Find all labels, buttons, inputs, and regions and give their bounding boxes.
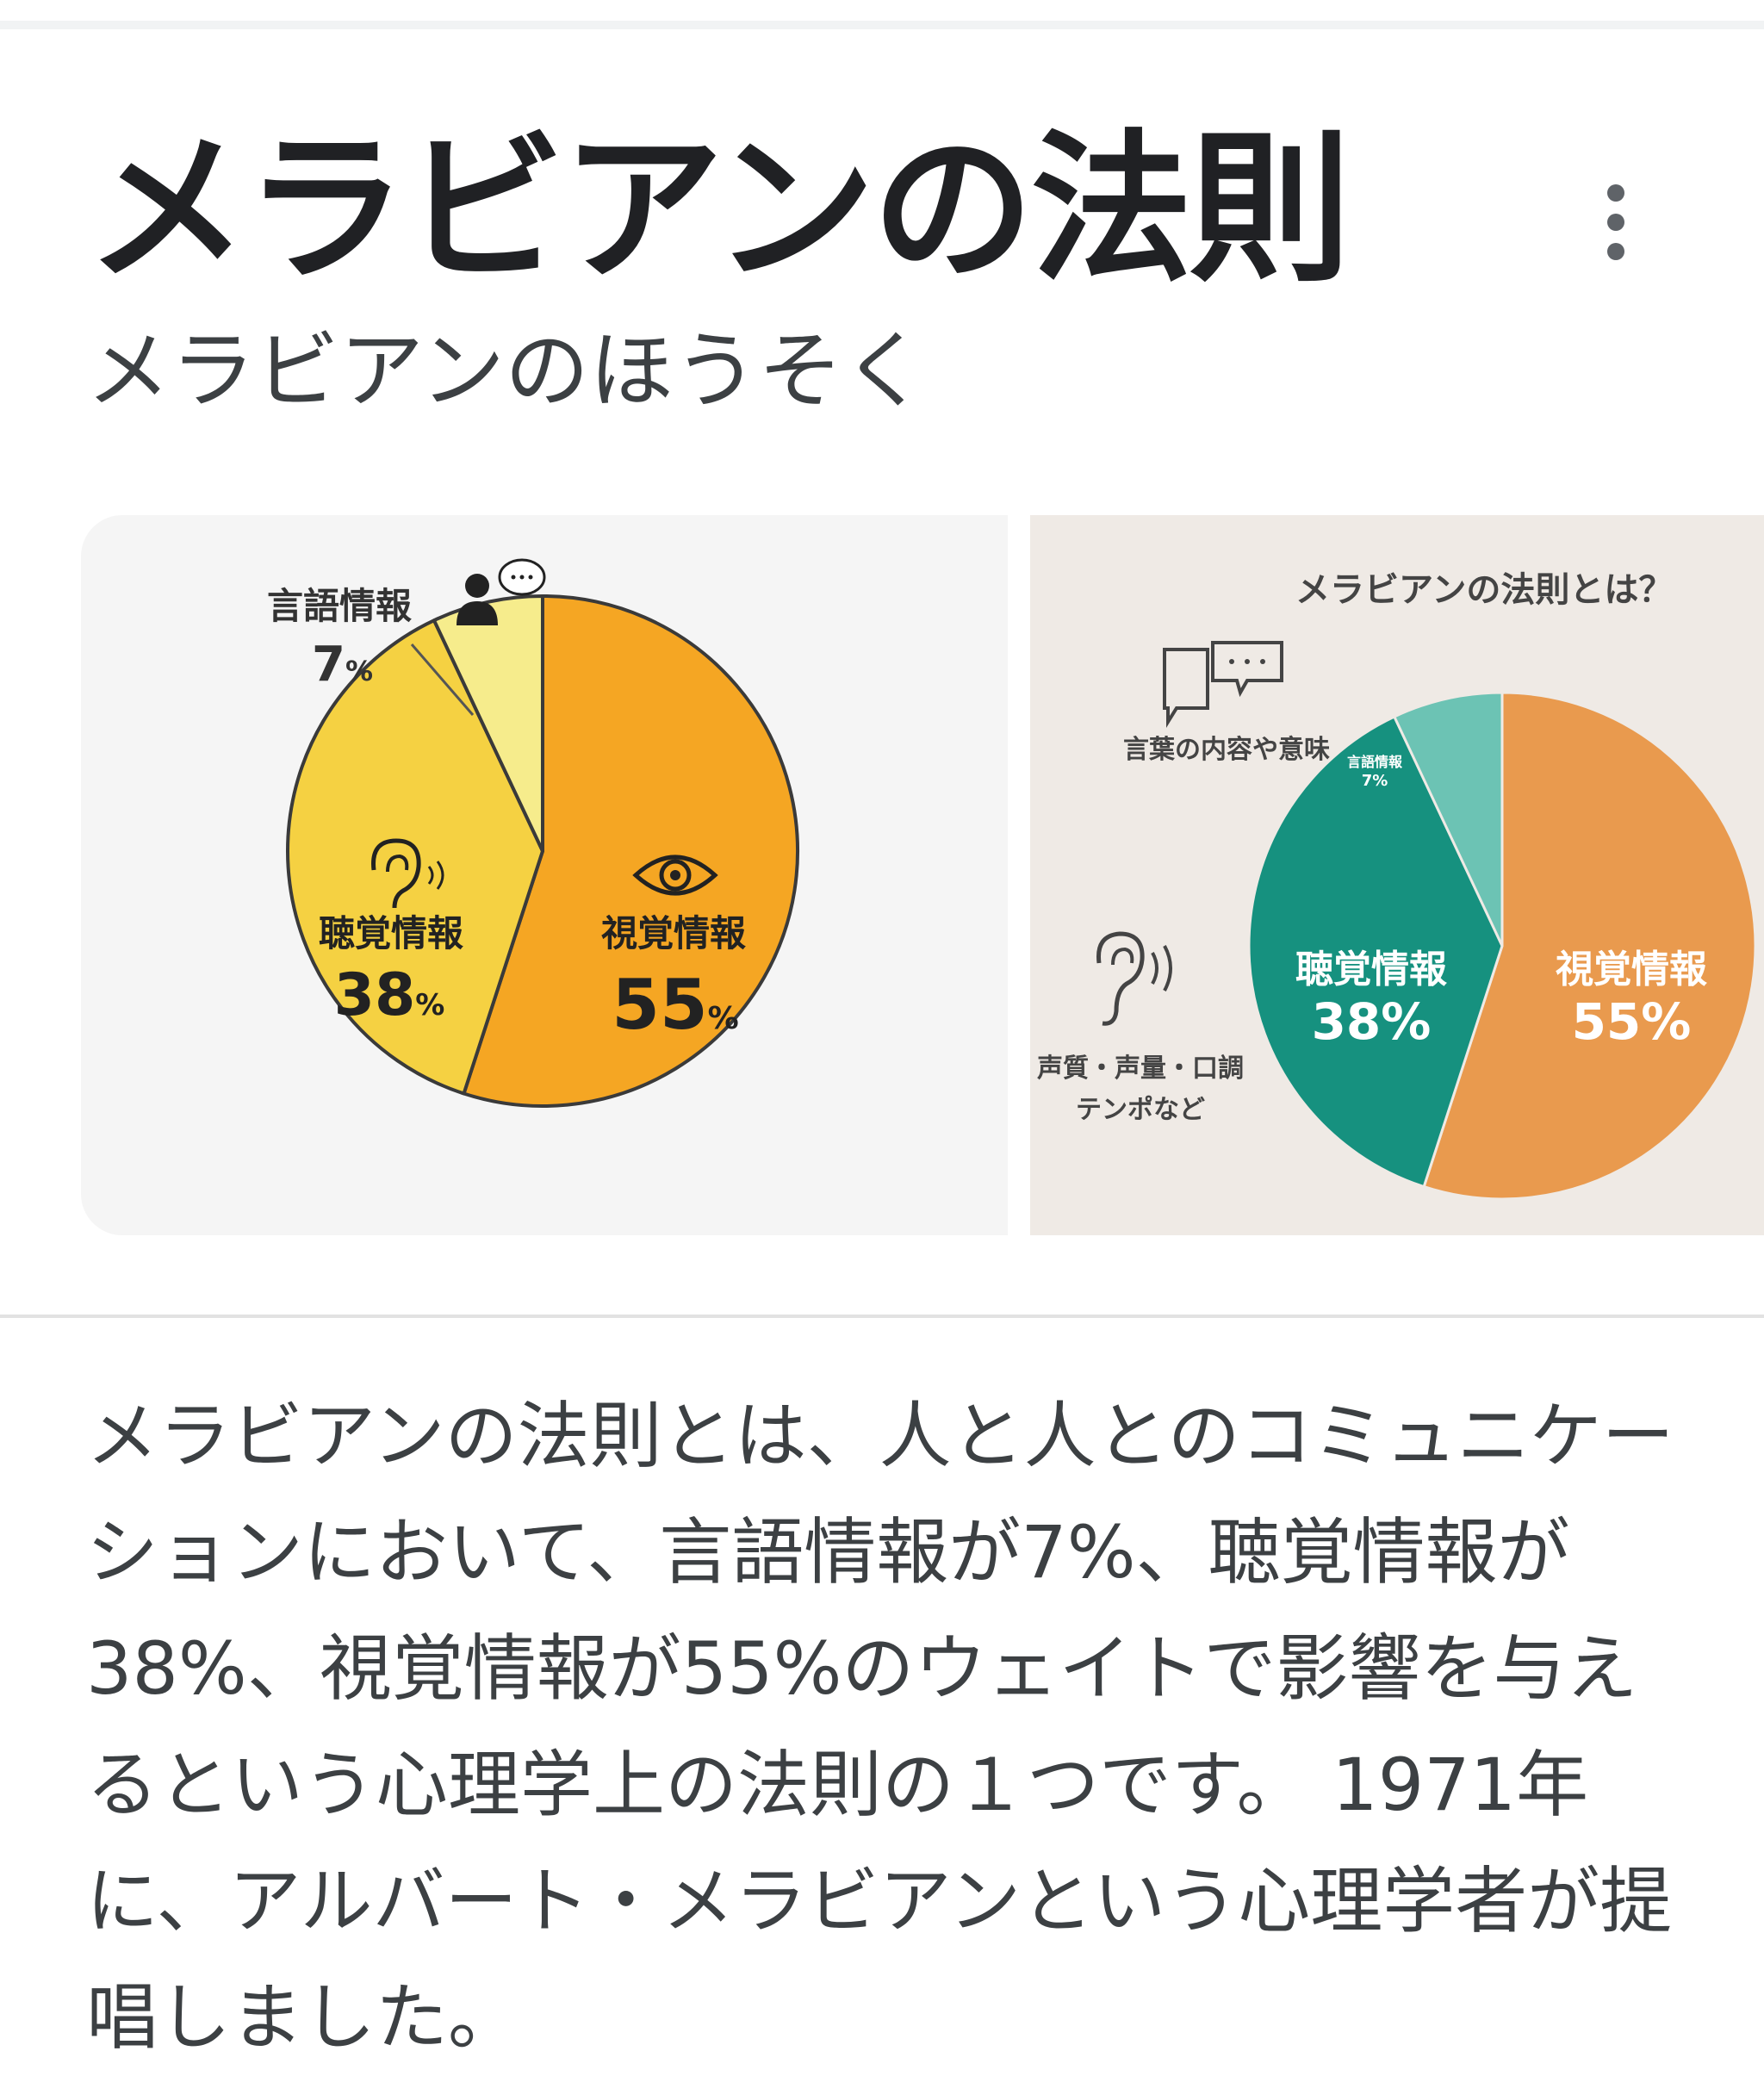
- pie-slice-visual-2: [1422, 691, 1757, 1201]
- pie-chart-1: 言語情報 7% 聴覚情報 38% 視覚情報 55%: [267, 558, 799, 1108]
- slice-label-verbal-2: 言語情報: [1347, 754, 1403, 770]
- slice-value-audio-2: 38%: [1312, 992, 1432, 1051]
- slice-value-visual: 55: [612, 965, 707, 1045]
- description-text: メラビアンの法則とは、人と人とのコミュニケーションにおいて、言語情報が7%、聴覚…: [86, 1394, 1674, 2060]
- audio-note-1: 声質・声量・口調: [1037, 1054, 1244, 1084]
- top-divider: [0, 21, 1764, 29]
- pie-chart-2: メラビアンの法則とは？ 言葉の内容や意味 声質・声量・口調 テンポなど 言語情報…: [1037, 570, 1757, 1201]
- slice-label-visual: 視覚情報: [601, 912, 746, 954]
- ear-icon: [371, 838, 444, 909]
- chart-2-title: メラビアンの法則とは？: [1295, 570, 1673, 610]
- chart-image-2[interactable]: メラビアンの法則とは？ 言葉の内容や意味 声質・声量・口調 テンポなど 言語情報…: [1030, 515, 1764, 1235]
- pie-slice-audio: [286, 618, 544, 1096]
- svg-text:55%: 55%: [612, 965, 738, 1045]
- pie-slice-visual: [462, 594, 799, 1108]
- more-options-button[interactable]: [1585, 179, 1647, 265]
- leader-line: [410, 643, 475, 716]
- slice-label-visual-2: 視覚情報: [1556, 948, 1707, 991]
- section-divider: [0, 1315, 1764, 1318]
- more-vert-icon: [1607, 184, 1624, 202]
- slice-value-audio: 38: [334, 961, 416, 1029]
- pie-slice-verbal-2: [1393, 691, 1504, 948]
- slice-value-verbal-2: 7%: [1362, 772, 1388, 790]
- svg-text:38%: 38%: [334, 961, 445, 1029]
- pie-slice-verbal: [432, 594, 544, 853]
- eye-icon: [632, 855, 718, 896]
- slice-value-visual-2: 55%: [1572, 992, 1692, 1051]
- slice-label-verbal: 言語情報: [267, 585, 412, 627]
- page-title: メラビアンの法則: [86, 115, 1351, 304]
- ear-icon: [1096, 931, 1172, 1026]
- person-speech-icon: [457, 558, 546, 625]
- audio-note-2: テンポなど: [1076, 1095, 1205, 1125]
- slice-label-audio: 聴覚情報: [319, 912, 463, 954]
- slice-value-verbal: 7: [312, 637, 345, 693]
- pie-slice-audio-2: [1247, 715, 1504, 1189]
- chart-image-1[interactable]: 言語情報 7% 聴覚情報 38% 視覚情報 55%: [81, 515, 1008, 1235]
- slice-label-audio-2: 聴覚情報: [1295, 948, 1447, 991]
- verbal-note: 言葉の内容や意味: [1123, 735, 1330, 765]
- reading-subtitle: メラビアンのほうそく: [86, 322, 928, 420]
- svg-text:7%: 7%: [312, 637, 373, 693]
- speech-bubbles-icon: [1163, 641, 1283, 728]
